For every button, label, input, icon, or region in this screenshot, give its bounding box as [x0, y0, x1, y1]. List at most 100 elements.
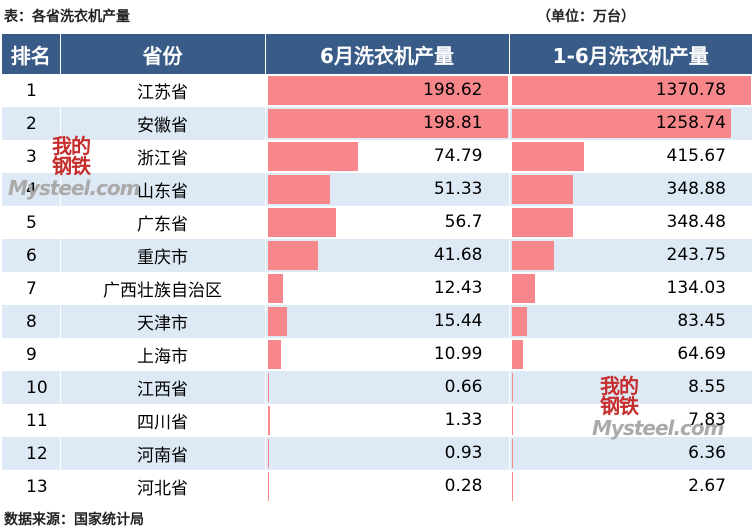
h1-output-cell: 1258.74	[509, 107, 752, 140]
h1-output-value: 8.55	[688, 377, 726, 397]
h1-output-bar	[511, 142, 584, 171]
june-output-value: 41.68	[433, 245, 483, 265]
june-output-cell: 41.68	[265, 239, 510, 272]
h1-output-bar	[511, 373, 513, 402]
table-title: 表：各省洗衣机产量	[4, 9, 130, 25]
rank-cell: 6	[2, 239, 61, 272]
june-output-value: 0.28	[444, 476, 483, 496]
table-row: 13 河北省 0.28 2.67	[2, 470, 752, 503]
june-output-bar	[267, 373, 269, 402]
h1-output-value: 1258.74	[655, 113, 726, 133]
rank-cell: 12	[2, 437, 61, 470]
province-cell: 江西省	[60, 371, 266, 404]
h1-output-bar	[511, 76, 751, 105]
table-row: 9 上海市 10.99 64.69	[2, 338, 752, 371]
province-cell: 浙江省	[60, 140, 266, 173]
rank-cell: 7	[2, 272, 61, 305]
h1-output-value: 2.67	[688, 476, 726, 496]
june-output-value: 15.44	[433, 311, 483, 331]
table-row: 1 江苏省 198.62 1370.78	[2, 74, 752, 107]
province-cell: 安徽省	[60, 107, 266, 140]
h1-output-bar	[511, 274, 535, 303]
header-june-output: 6月洗衣机产量	[265, 34, 510, 74]
june-output-cell: 56.7	[265, 206, 510, 239]
june-output-value: 198.81	[423, 113, 483, 133]
june-output-bar	[267, 109, 508, 138]
h1-output-cell: 64.69	[509, 338, 752, 371]
rank-cell: 5	[2, 206, 61, 239]
table-row: 10 江西省 0.66 8.55	[2, 371, 752, 404]
h1-output-cell: 83.45	[509, 305, 752, 338]
rank-cell: 9	[2, 338, 61, 371]
june-output-bar	[267, 472, 269, 501]
june-output-value: 51.33	[433, 179, 483, 199]
h1-output-bar	[511, 175, 573, 204]
h1-output-cell: 348.88	[509, 173, 752, 206]
june-output-bar	[267, 208, 336, 237]
h1-output-value: 348.88	[666, 179, 726, 199]
table-row: 7 广西壮族自治区 12.43 134.03	[2, 272, 752, 305]
province-cell: 天津市	[60, 305, 266, 338]
june-output-cell: 198.81	[265, 107, 510, 140]
table-body: 1 江苏省 198.62 1370.78 2 安徽省 198.81 1258.74 3 浙江省 74…	[2, 74, 752, 503]
h1-output-cell: 7.83	[509, 404, 752, 437]
june-output-cell: 10.99	[265, 338, 510, 371]
june-output-cell: 51.33	[265, 173, 510, 206]
h1-output-bar	[511, 241, 554, 270]
h1-output-bar	[511, 340, 523, 369]
table-row: 2 安徽省 198.81 1258.74	[2, 107, 752, 140]
rank-cell: 10	[2, 371, 61, 404]
june-output-bar	[267, 406, 270, 435]
h1-output-cell: 243.75	[509, 239, 752, 272]
june-output-bar	[267, 340, 281, 369]
h1-output-cell: 2.67	[509, 470, 752, 503]
june-output-value: 1.33	[444, 410, 483, 430]
province-cell: 重庆市	[60, 239, 266, 272]
june-output-cell: 0.28	[265, 470, 510, 503]
rank-cell: 2	[2, 107, 61, 140]
table-row: 3 浙江省 74.79 415.67	[2, 140, 752, 173]
h1-output-cell: 1370.78	[509, 74, 752, 107]
h1-output-cell: 415.67	[509, 140, 752, 173]
province-cell: 山东省	[60, 173, 266, 206]
june-output-bar	[267, 241, 318, 270]
june-output-bar	[267, 307, 287, 336]
unit-label: （单位：万台）	[537, 9, 635, 25]
june-output-value: 56.7	[444, 212, 483, 232]
table-row: 6 重庆市 41.68 243.75	[2, 239, 752, 272]
province-cell: 河北省	[60, 470, 266, 503]
june-output-value: 12.43	[433, 278, 483, 298]
june-output-value: 198.62	[423, 80, 483, 100]
rank-cell: 13	[2, 470, 61, 503]
h1-output-bar	[511, 439, 513, 468]
h1-output-bar	[511, 307, 527, 336]
h1-output-cell: 8.55	[509, 371, 752, 404]
h1-output-value: 1370.78	[655, 80, 726, 100]
h1-output-value: 243.75	[666, 245, 726, 265]
june-output-value: 0.66	[444, 377, 483, 397]
h1-output-value: 415.67	[666, 146, 726, 166]
h1-output-cell: 348.48	[509, 206, 752, 239]
h1-output-bar	[511, 109, 731, 138]
june-output-value: 74.79	[433, 146, 483, 166]
june-output-cell: 12.43	[265, 272, 510, 305]
province-cell: 广西壮族自治区	[60, 272, 266, 305]
h1-output-value: 64.69	[677, 344, 726, 364]
province-cell: 上海市	[60, 338, 266, 371]
june-output-bar	[267, 142, 358, 171]
june-output-value: 0.93	[444, 443, 483, 463]
h1-output-cell: 6.36	[509, 437, 752, 470]
june-output-cell: 74.79	[265, 140, 510, 173]
june-output-bar	[267, 439, 269, 468]
province-cell: 四川省	[60, 404, 266, 437]
table-row: 12 河南省 0.93 6.36	[2, 437, 752, 470]
june-output-bar	[267, 76, 508, 105]
h1-output-value: 6.36	[688, 443, 726, 463]
production-table: 排名 省份 6月洗衣机产量 1-6月洗衣机产量 1 江苏省 198.62 1370.7…	[2, 34, 752, 503]
june-output-bar	[267, 274, 283, 303]
rank-cell: 11	[2, 404, 61, 437]
june-output-bar	[267, 175, 330, 204]
header-province: 省份	[60, 34, 266, 74]
h1-output-bar	[511, 472, 513, 501]
province-cell: 河南省	[60, 437, 266, 470]
